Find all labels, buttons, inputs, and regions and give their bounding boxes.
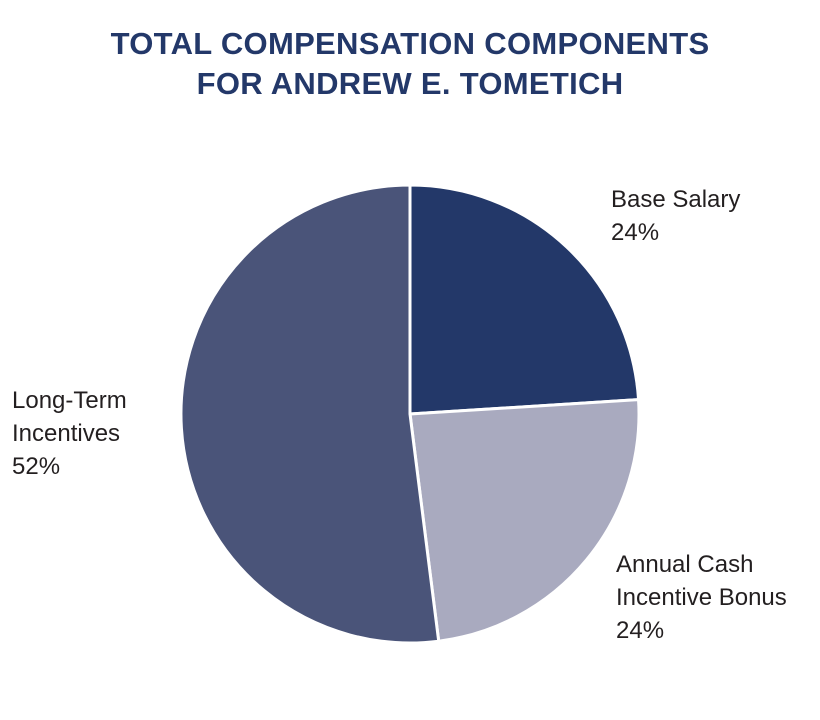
chart-title: TOTAL COMPENSATION COMPONENTS FOR ANDREW… bbox=[0, 24, 820, 104]
slice-label-annual-cash-incentive-bonus: Annual Cash Incentive Bonus 24% bbox=[616, 548, 787, 647]
slice-label-text: Long-Term bbox=[12, 387, 127, 414]
slice-label-base-salary: Base Salary 24% bbox=[611, 183, 740, 249]
slice-label-long-term-incentives: Long-Term Incentives 52% bbox=[12, 384, 127, 483]
chart-title-line-2: FOR ANDREW E. TOMETICH bbox=[196, 66, 624, 101]
pie-slice-long-term-incentives bbox=[179, 183, 441, 645]
slice-label-text: Base Salary bbox=[611, 186, 741, 213]
pie-slice-annual-cash-incentive-bonus bbox=[408, 398, 641, 643]
slice-value-label: 24% bbox=[611, 219, 660, 246]
slice-label-text: Annual Cash bbox=[616, 551, 754, 578]
slice-label-text: Incentive Bonus bbox=[616, 584, 787, 611]
slice-value-label: 24% bbox=[616, 617, 665, 644]
chart-title-line-1: TOTAL COMPENSATION COMPONENTS bbox=[110, 26, 710, 61]
pie-slice-base-salary bbox=[408, 183, 641, 416]
slice-value-label: 52% bbox=[12, 453, 61, 480]
slice-label-text: Incentives bbox=[12, 420, 121, 447]
